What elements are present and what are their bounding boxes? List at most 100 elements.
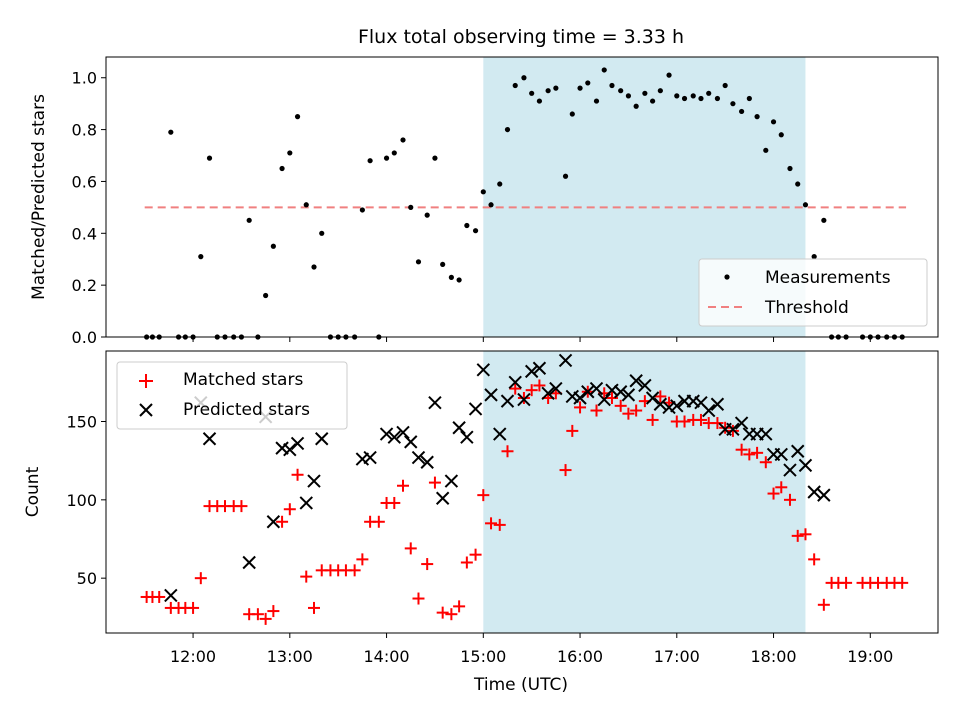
matched-star-point — [726, 424, 739, 437]
predicted-star-point — [396, 425, 410, 440]
measurement-point — [472, 228, 479, 234]
predicted-star-point — [307, 474, 321, 488]
matched-star-point — [517, 392, 530, 404]
measurement-point — [359, 207, 365, 213]
top-ytick-label: 0.8 — [72, 121, 97, 140]
matched-star-point — [251, 608, 264, 621]
matched-star-point — [775, 481, 788, 494]
predicted-star-point — [653, 397, 668, 411]
bottom-xtick-label: 19:00 — [847, 647, 893, 666]
predicted-star-point — [420, 455, 434, 469]
matched-star-point — [388, 496, 401, 509]
measurement-point — [569, 111, 575, 117]
predicted-star-point — [629, 374, 643, 388]
matched-star-point — [759, 456, 772, 469]
measurement-point — [585, 80, 591, 86]
measurement-point — [263, 292, 269, 299]
predicted-star-point — [558, 353, 573, 368]
matched-star-point — [153, 590, 166, 603]
measurement-point — [311, 264, 317, 270]
measurement-point — [545, 88, 551, 94]
predicted-star-point — [242, 555, 256, 570]
measurement-point — [633, 103, 639, 109]
matched-star-point — [453, 600, 466, 613]
measurement-point — [391, 150, 397, 156]
matched-star-point — [614, 399, 627, 412]
measurement-point — [706, 90, 712, 96]
measurement-point — [432, 155, 438, 161]
measurement-point — [206, 155, 213, 161]
matched-star-point — [767, 487, 780, 500]
predicted-star-point — [573, 391, 587, 405]
measurement-point — [529, 90, 535, 96]
measurement-point — [730, 101, 736, 107]
measurement-point — [383, 155, 390, 161]
measurement-point — [778, 132, 784, 138]
bottom-xtick-label: 17:00 — [654, 647, 700, 666]
matched-star-point — [267, 605, 280, 618]
legend-threshold-label: Threshold — [764, 298, 849, 318]
predicted-star-point — [807, 485, 821, 499]
predicted-star-point — [726, 422, 740, 437]
matched-star-point — [436, 606, 449, 619]
predicted-star-point — [379, 427, 394, 441]
top-ytick-label: 0.4 — [72, 224, 97, 243]
measurement-point — [198, 254, 204, 260]
matched-star-point — [622, 407, 635, 420]
matched-star-point — [590, 404, 603, 417]
predicted-star-point — [791, 444, 805, 458]
legend-matched-marker — [139, 374, 153, 388]
predicted-star-point — [315, 432, 329, 446]
measurement-point — [504, 126, 511, 133]
predicted-star-point — [411, 450, 426, 465]
matched-star-point — [493, 518, 506, 531]
matched-star-point — [896, 576, 909, 589]
predicted-star-point — [202, 432, 217, 446]
predicted-star-point — [597, 392, 611, 407]
matched-star-point — [356, 553, 369, 566]
legend-matched-label: Matched stars — [183, 370, 303, 390]
bottom-xtick-label: 18:00 — [750, 647, 796, 666]
predicted-star-point — [670, 399, 684, 413]
measurement-point — [681, 95, 688, 102]
bottom-ytick-label: 50 — [77, 569, 97, 588]
measurement-point — [763, 147, 769, 153]
matched-star-point — [291, 468, 304, 481]
predicted-star-point — [524, 364, 539, 379]
top-ytick-label: 0.6 — [72, 172, 97, 191]
measurement-point — [698, 95, 704, 102]
measurement-point — [415, 259, 422, 265]
predicted-star-point — [734, 416, 749, 430]
matched-star-point — [421, 558, 434, 571]
predicted-star-point — [452, 421, 466, 435]
measurement-point — [802, 202, 809, 208]
measurement-point — [657, 88, 663, 94]
measurement-point — [811, 254, 817, 260]
top-axes-frame — [105, 56, 939, 338]
measurement-point — [168, 129, 174, 135]
bottom-xtick-label: 12:00 — [170, 647, 216, 666]
predicted-star-point — [759, 427, 773, 441]
measurement-point — [739, 108, 745, 115]
matched-star-point — [525, 384, 538, 397]
measurement-point — [279, 165, 285, 172]
measurement-point — [754, 114, 760, 120]
matched-star-point — [574, 401, 587, 414]
matched-star-point — [711, 417, 724, 430]
measurement-point — [367, 158, 373, 164]
predicted-star-point — [702, 403, 716, 418]
measurement-point — [480, 189, 486, 195]
predicted-star-point — [460, 430, 474, 444]
predicted-star-point — [798, 458, 813, 473]
bottom-legend-box — [116, 361, 348, 430]
bottom-y-axis-ticks: 50 100 150 — [66, 413, 106, 588]
predicted-star-point — [613, 385, 628, 399]
predicted-star-point — [468, 402, 483, 416]
measurement-point — [577, 85, 583, 91]
top-ytick-label: 1.0 — [72, 69, 97, 88]
measurement-point — [770, 119, 777, 125]
predicted-star-point — [532, 361, 547, 375]
top-ytick-label: 0.2 — [72, 276, 97, 295]
